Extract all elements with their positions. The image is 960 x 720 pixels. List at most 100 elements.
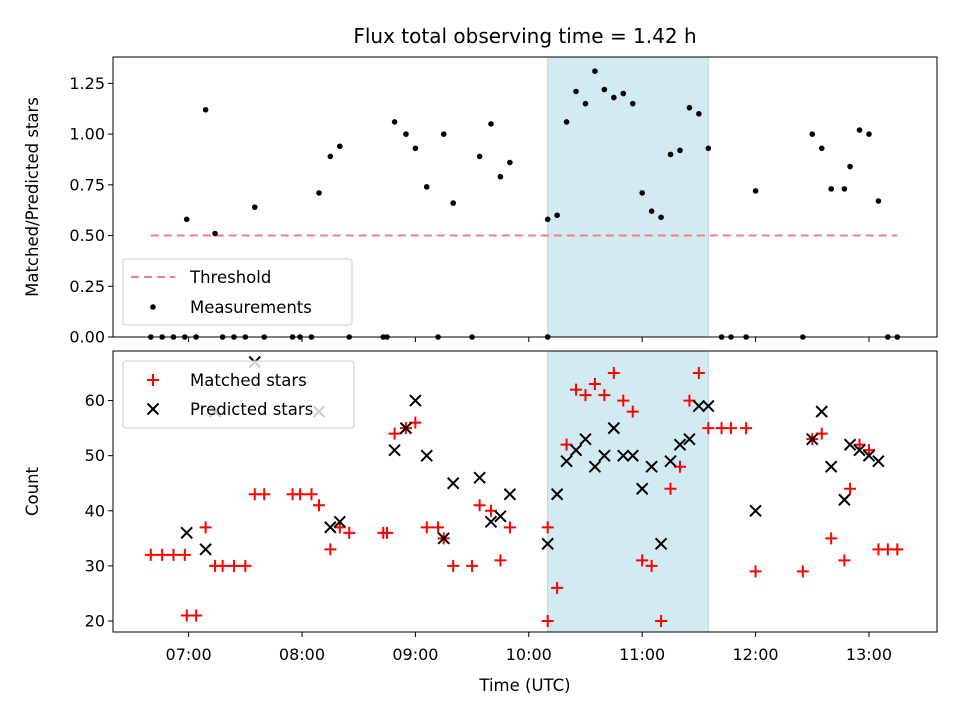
- matched-marker: [494, 554, 507, 567]
- ratio-ytick-label: 0.75: [69, 175, 105, 194]
- measurement-point: [856, 127, 863, 133]
- matched-marker: [838, 554, 851, 567]
- matched-marker: [551, 581, 564, 594]
- measurement-point: [412, 145, 419, 152]
- count-xtick-label: 12:00: [733, 645, 779, 664]
- matched-marker: [579, 389, 592, 402]
- measurement-point: [316, 190, 322, 196]
- measurement-point: [582, 100, 589, 107]
- matched-marker: [343, 526, 356, 539]
- predicted-marker: [862, 449, 876, 462]
- predicted-marker: [617, 449, 630, 462]
- measurement-point: [629, 100, 636, 107]
- matched-marker: [466, 559, 479, 572]
- measurement-point: [677, 147, 683, 154]
- predicted-marker: [388, 443, 401, 457]
- measurement-point: [620, 90, 627, 97]
- ratio-y-axis-label: Matched/Predicted stars: [23, 97, 42, 297]
- measurement-point: [648, 208, 655, 215]
- ratio-ytick-label: 1.25: [69, 74, 105, 93]
- predicted-marker: [673, 438, 687, 451]
- ratio-ytick-label: 0.25: [69, 277, 105, 296]
- matched-marker: [381, 526, 394, 539]
- predicted-marker: [853, 443, 866, 457]
- predicted-marker: [420, 449, 433, 462]
- measurement-point: [488, 121, 494, 127]
- predicted-marker: [409, 394, 422, 407]
- measurement-point: [573, 88, 579, 95]
- predicted-marker: [541, 537, 554, 551]
- measurements-legend-label: Measurements: [190, 298, 312, 317]
- ratio-panel: 0.00 0.25 0.50 0.75 1.00 1.25 Matched/Predicte…: [23, 56, 938, 347]
- measurement-point: [696, 111, 702, 117]
- threshold-legend-label: Threshold: [189, 268, 271, 287]
- matched-marker: [725, 422, 737, 435]
- predicted-legend-label: Predicted stars: [190, 400, 313, 419]
- predicted-marker: [579, 432, 592, 446]
- predicted-marker: [749, 504, 762, 517]
- matched-marker: [199, 521, 212, 534]
- count-ytick-label: 60: [85, 391, 105, 410]
- measurement-point: [639, 190, 645, 196]
- measurement-point: [336, 143, 343, 150]
- predicted-marker: [824, 460, 838, 473]
- measurement-point: [658, 214, 664, 221]
- count-legend: Matched stars Predicted stars: [122, 360, 355, 429]
- count-y-axis-label: Count: [23, 466, 42, 516]
- count-xtick-label: 11:00: [619, 645, 665, 664]
- matched-marker: [333, 521, 346, 534]
- measurement-point: [705, 145, 712, 152]
- matched-marker: [664, 482, 677, 495]
- matched-marker: [420, 521, 433, 534]
- measurement-point: [251, 204, 258, 210]
- predicted-marker: [872, 454, 885, 468]
- measurement-point: [440, 131, 447, 137]
- matched-marker: [655, 614, 668, 627]
- matched-marker: [749, 565, 762, 578]
- matched-marker: [324, 543, 337, 556]
- measurement-point: [818, 145, 825, 152]
- matched-marker: [473, 499, 486, 512]
- matched-marker: [702, 422, 715, 435]
- matched-marker: [432, 521, 445, 534]
- matched-marker: [190, 609, 203, 622]
- matched-marker: [447, 559, 460, 572]
- matched-marker: [216, 559, 229, 572]
- count-ytick-label: 30: [85, 556, 105, 575]
- count-xtick-label: 08:00: [279, 645, 325, 664]
- predicted-series: [180, 355, 885, 556]
- measurement-point: [544, 216, 551, 223]
- measurement-point: [507, 159, 513, 166]
- measurement-point: [809, 131, 816, 137]
- measurement-point: [183, 216, 190, 223]
- ratio-highlight-span: [547, 56, 709, 338]
- predicted-marker: [607, 421, 621, 435]
- matched-series: [144, 367, 904, 627]
- count-highlight-span: [547, 350, 709, 633]
- matched-marker: [740, 422, 753, 435]
- matched-marker: [862, 444, 875, 457]
- predicted-marker: [399, 421, 413, 435]
- predicted-marker: [494, 510, 507, 523]
- measurement-point: [866, 131, 872, 137]
- measurement-point: [686, 104, 693, 111]
- count-xtick-label: 13:00: [846, 645, 892, 664]
- count-legend-box: [122, 360, 355, 429]
- matched-marker: [891, 543, 904, 556]
- count-ytick-label: 50: [85, 446, 105, 465]
- count-panel: 20 30 40 50 60 07:00 08:00 09:00 10:00 11:00 12:00…: [23, 350, 938, 695]
- predicted-marker: [683, 432, 696, 446]
- measurement-point: [403, 131, 409, 137]
- matched-marker: [598, 389, 611, 402]
- matched-marker: [227, 559, 240, 572]
- count-ytick-label: 40: [85, 501, 105, 520]
- measurement-point: [601, 86, 608, 93]
- x-axis-label: Time (UTC): [478, 676, 570, 695]
- measurement-point: [841, 186, 848, 192]
- ratio-ytick-label: 1.00: [69, 125, 105, 144]
- predicted-marker: [569, 443, 583, 457]
- predicted-marker: [598, 449, 611, 462]
- predicted-marker: [645, 460, 658, 473]
- measurements-legend-swatch: [150, 304, 156, 310]
